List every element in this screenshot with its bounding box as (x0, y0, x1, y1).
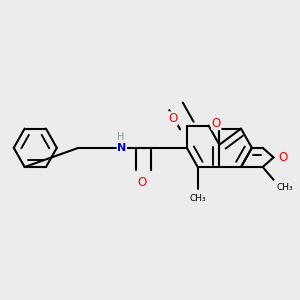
Text: O: O (212, 117, 221, 130)
Text: CH₃: CH₃ (189, 194, 206, 203)
Text: CH₃: CH₃ (277, 183, 293, 192)
Text: O: O (168, 112, 178, 125)
Text: H: H (117, 132, 124, 142)
Text: O: O (278, 151, 287, 164)
Text: N: N (117, 143, 127, 153)
Text: O: O (137, 176, 147, 189)
